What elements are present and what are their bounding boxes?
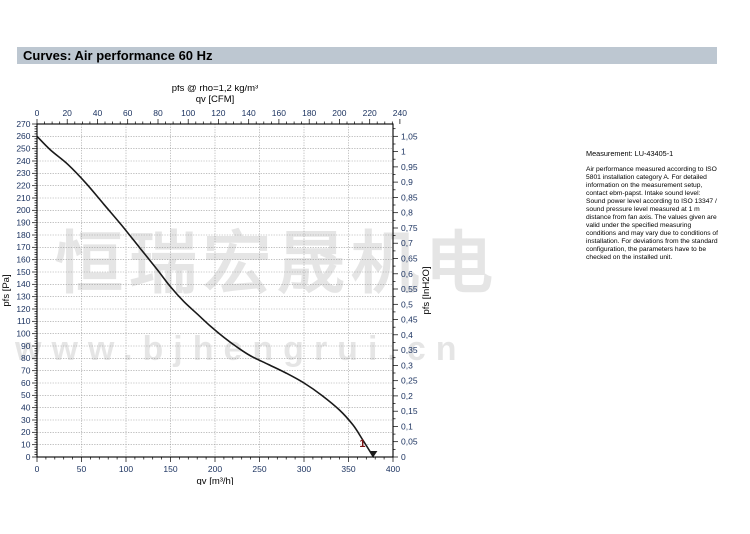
svg-text:170: 170 — [16, 242, 30, 252]
svg-text:0,6: 0,6 — [401, 269, 413, 279]
svg-text:0: 0 — [35, 464, 40, 474]
svg-text:200: 200 — [332, 108, 346, 118]
svg-text:0,4: 0,4 — [401, 330, 413, 340]
svg-text:350: 350 — [341, 464, 355, 474]
svg-text:90: 90 — [21, 341, 31, 351]
svg-text:pfs @ rho=1,2 kg/m³: pfs @ rho=1,2 kg/m³ — [172, 85, 258, 94]
svg-text:120: 120 — [16, 304, 30, 314]
svg-text:270: 270 — [16, 119, 30, 129]
svg-text:260: 260 — [16, 131, 30, 141]
svg-text:130: 130 — [16, 292, 30, 302]
svg-text:0,1: 0,1 — [401, 422, 413, 432]
svg-text:210: 210 — [16, 193, 30, 203]
svg-text:0,25: 0,25 — [401, 376, 418, 386]
svg-text:50: 50 — [77, 464, 87, 474]
svg-text:0,95: 0,95 — [401, 162, 418, 172]
svg-text:300: 300 — [297, 464, 311, 474]
svg-text:20: 20 — [62, 108, 72, 118]
svg-text:0,9: 0,9 — [401, 177, 413, 187]
svg-text:10: 10 — [21, 440, 31, 450]
svg-text:0,2: 0,2 — [401, 391, 413, 401]
svg-text:0,75: 0,75 — [401, 223, 418, 233]
svg-text:110: 110 — [17, 316, 31, 326]
svg-text:150: 150 — [163, 464, 177, 474]
svg-text:100: 100 — [119, 464, 133, 474]
svg-text:70: 70 — [21, 366, 31, 376]
svg-text:1,05: 1,05 — [401, 131, 418, 141]
svg-text:60: 60 — [123, 108, 133, 118]
svg-text:200: 200 — [208, 464, 222, 474]
svg-text:220: 220 — [363, 108, 377, 118]
svg-text:200: 200 — [16, 205, 30, 215]
svg-text:0,65: 0,65 — [401, 254, 418, 264]
svg-text:160: 160 — [16, 255, 30, 265]
svg-text:0: 0 — [401, 452, 406, 462]
svg-text:20: 20 — [21, 427, 31, 437]
svg-text:0,15: 0,15 — [401, 406, 418, 416]
svg-text:0,55: 0,55 — [401, 284, 418, 294]
svg-text:1: 1 — [359, 438, 365, 450]
svg-text:qv [CFM]: qv [CFM] — [196, 94, 235, 105]
svg-text:0,3: 0,3 — [401, 360, 413, 370]
svg-text:180: 180 — [16, 230, 30, 240]
svg-text:pfs [Pa]: pfs [Pa] — [1, 274, 12, 306]
svg-text:250: 250 — [16, 144, 30, 154]
svg-text:0,8: 0,8 — [401, 208, 413, 218]
svg-text:60: 60 — [21, 378, 31, 388]
svg-text:240: 240 — [16, 156, 30, 166]
svg-text:80: 80 — [21, 353, 31, 363]
svg-text:qv [m³/h]: qv [m³/h] — [197, 476, 234, 485]
svg-text:0,5: 0,5 — [401, 299, 413, 309]
svg-text:230: 230 — [16, 168, 30, 178]
svg-text:40: 40 — [93, 108, 103, 118]
svg-text:100: 100 — [16, 329, 30, 339]
svg-text:140: 140 — [16, 279, 30, 289]
svg-text:0,7: 0,7 — [401, 238, 413, 248]
svg-text:190: 190 — [16, 218, 30, 228]
svg-text:180: 180 — [302, 108, 316, 118]
svg-text:80: 80 — [153, 108, 163, 118]
svg-text:30: 30 — [21, 415, 31, 425]
svg-text:150: 150 — [16, 267, 30, 277]
svg-text:0,35: 0,35 — [401, 345, 418, 355]
svg-text:220: 220 — [16, 181, 30, 191]
svg-text:100: 100 — [181, 108, 195, 118]
svg-text:120: 120 — [211, 108, 225, 118]
svg-text:400: 400 — [386, 464, 400, 474]
svg-text:50: 50 — [21, 390, 31, 400]
svg-text:1: 1 — [401, 147, 406, 157]
svg-text:0,85: 0,85 — [401, 192, 418, 202]
svg-text:0: 0 — [35, 108, 40, 118]
svg-text:40: 40 — [21, 403, 31, 413]
svg-text:0,45: 0,45 — [401, 315, 418, 325]
svg-text:0,05: 0,05 — [401, 437, 418, 447]
svg-text:140: 140 — [242, 108, 256, 118]
svg-text:pfs [InH2O]: pfs [InH2O] — [421, 266, 432, 314]
svg-text:0: 0 — [26, 452, 31, 462]
svg-text:160: 160 — [272, 108, 286, 118]
svg-text:240: 240 — [393, 108, 407, 118]
svg-text:250: 250 — [252, 464, 266, 474]
